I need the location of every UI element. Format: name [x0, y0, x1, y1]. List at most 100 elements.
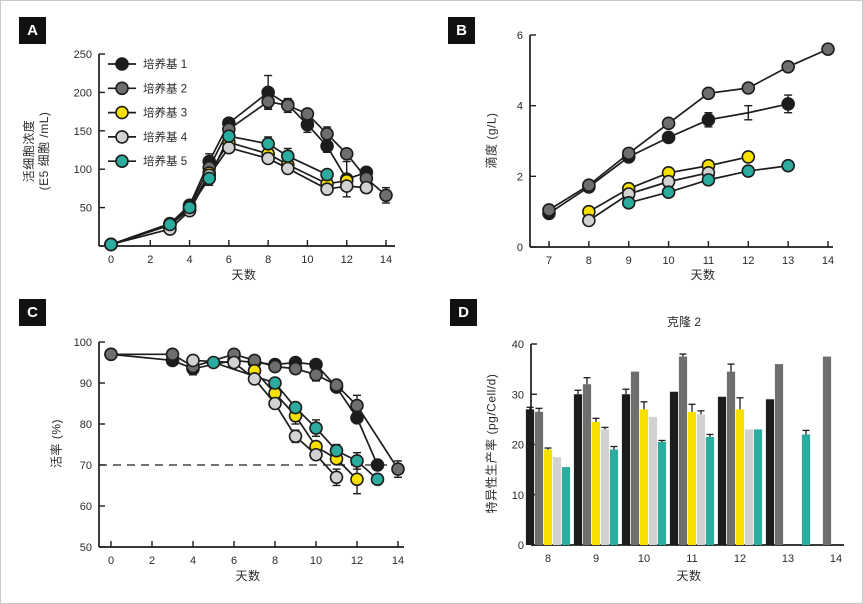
- data-point: [288, 429, 303, 444]
- data-point: [661, 116, 676, 131]
- bar: [744, 429, 754, 545]
- bar: [696, 414, 706, 545]
- data-point: [329, 443, 344, 458]
- x-tick-label: 12: [742, 255, 754, 267]
- bar: [687, 411, 697, 545]
- panel-a-y-axis-label-line1: 活细胞浓度: [22, 119, 36, 183]
- data-point: [309, 368, 323, 382]
- bar: [534, 411, 544, 545]
- bar: [801, 434, 811, 545]
- series-line: [110, 146, 367, 246]
- bar-series-4: [552, 410, 754, 545]
- y-tick-label: 4: [517, 101, 523, 113]
- x-tick-label: 8: [272, 555, 278, 567]
- data-point: [320, 167, 334, 182]
- x-tick-label: 14: [392, 555, 404, 567]
- x-tick-label: 14: [822, 255, 834, 267]
- series-5-markers: [206, 355, 385, 487]
- x-tick-label: 10: [662, 255, 674, 267]
- bar: [765, 399, 775, 545]
- data-point: [391, 462, 405, 476]
- x-tick-label: 9: [626, 255, 632, 267]
- legend-label: 培养基 4: [143, 130, 188, 144]
- panel-c: C 0 2 4 6 8 10 12 14 50 60 70 80 90 100 活率 (%) 天数: [1, 291, 432, 603]
- x-tick-label: 11: [686, 553, 697, 565]
- x-tick-label: 10: [638, 553, 650, 565]
- x-tick-label: 0: [108, 555, 114, 567]
- panel-b-x-axis-label: 天数: [690, 268, 716, 282]
- y-tick-label: 50: [80, 542, 92, 554]
- data-point: [379, 188, 393, 203]
- legend-marker: [115, 57, 129, 71]
- data-point: [741, 150, 756, 164]
- x-tick-label: 11: [703, 255, 714, 267]
- data-point: [701, 173, 716, 187]
- panel-a-y-axis-label-line2: (E5 细胞 /mL): [37, 111, 51, 191]
- data-point: [309, 421, 323, 435]
- x-tick-label: 8: [545, 553, 551, 565]
- y-tick-label: 6: [517, 30, 523, 42]
- x-tick-label: 12: [734, 553, 746, 565]
- data-point: [202, 171, 217, 186]
- data-point: [320, 139, 334, 153]
- bar: [822, 356, 832, 545]
- data-point: [621, 196, 636, 210]
- bar: [630, 371, 640, 545]
- x-tick-label: 8: [586, 255, 592, 267]
- y-tick-label: 30: [512, 389, 524, 401]
- data-point: [261, 137, 275, 151]
- bar: [753, 429, 763, 545]
- data-point: [280, 98, 295, 113]
- bar: [669, 391, 679, 545]
- data-point: [227, 355, 241, 370]
- legend-label: 培养基 2: [143, 81, 187, 95]
- series-2-markers: [542, 42, 835, 217]
- x-tick-label: 13: [782, 553, 794, 565]
- bar: [543, 449, 553, 545]
- bar-series-5: [561, 429, 811, 545]
- data-point: [370, 472, 385, 487]
- series-line: [110, 135, 328, 246]
- series-2-line-group: [548, 48, 829, 211]
- x-tick-label: 4: [190, 555, 196, 567]
- bar: [657, 441, 667, 545]
- legend-marker: [115, 105, 129, 120]
- data-point: [288, 361, 303, 376]
- bar: [573, 394, 583, 545]
- panel-d-chart: 8 9 10 11 12 13 14 0 10 20 30 40: [512, 339, 844, 565]
- data-point: [542, 203, 556, 217]
- bar: [648, 416, 658, 545]
- y-tick-label: 250: [74, 49, 92, 61]
- y-tick-label: 0: [517, 242, 523, 254]
- y-tick-label: 60: [80, 501, 92, 513]
- y-tick-label: 100: [74, 164, 92, 176]
- data-point: [661, 130, 676, 145]
- data-point: [268, 359, 282, 374]
- panel-d: D 克隆 2 8 9 10 11 12 13 14 0 10 20 30 40 特异性生产率 (pg/…: [432, 291, 862, 603]
- bar-series-2: [534, 353, 832, 545]
- data-point: [222, 140, 236, 155]
- data-point: [350, 411, 364, 425]
- data-point: [320, 127, 334, 141]
- data-point: [329, 470, 344, 485]
- data-point: [206, 355, 221, 370]
- bar: [705, 436, 715, 545]
- panel-c-y-axis-label: 活率 (%): [49, 419, 64, 468]
- bar: [735, 409, 745, 545]
- y-tick-label: 80: [80, 419, 92, 431]
- x-tick-label: 10: [310, 555, 322, 567]
- series-4-line-group: [588, 171, 709, 222]
- y-tick-label: 90: [80, 378, 92, 390]
- data-point: [320, 182, 334, 196]
- y-tick-label: 150: [74, 126, 92, 138]
- x-tick-label: 13: [782, 255, 794, 267]
- x-tick-label: 4: [187, 254, 193, 266]
- y-tick-label: 100: [74, 337, 92, 349]
- bar: [600, 429, 610, 545]
- bar: [609, 449, 619, 545]
- data-point: [165, 347, 180, 362]
- bar: [639, 409, 649, 545]
- data-point: [104, 237, 118, 252]
- x-tick-label: 12: [351, 555, 363, 567]
- panel-a-label: A: [19, 17, 46, 44]
